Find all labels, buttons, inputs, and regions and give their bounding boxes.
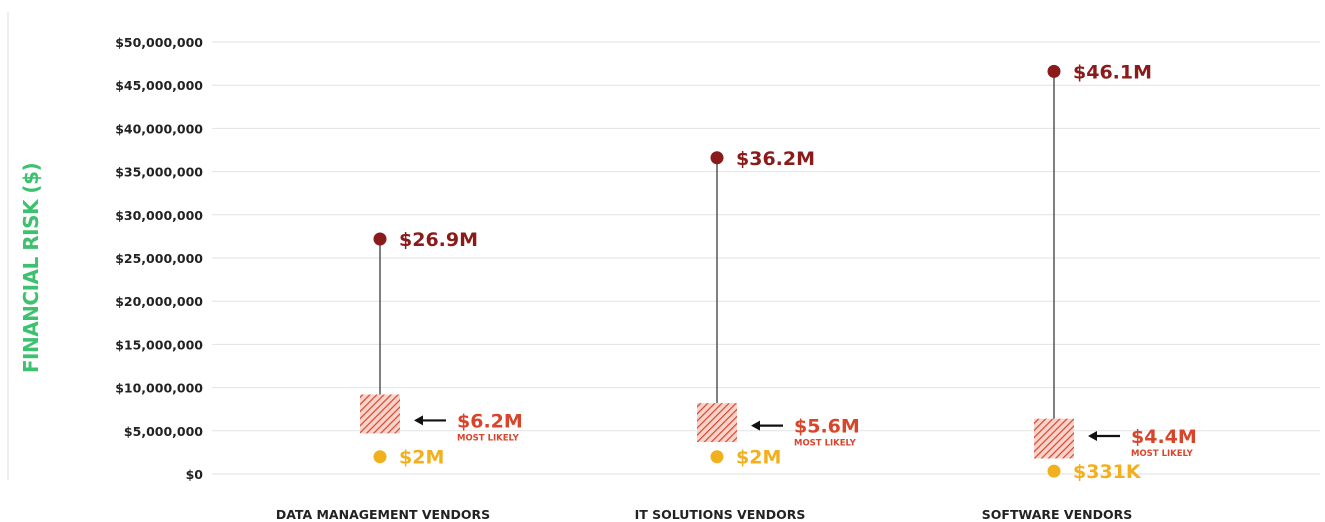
min-value-label: $2M: [399, 447, 444, 469]
most-likely-value-label: $6.2M: [457, 410, 523, 432]
x-category-label: IT SOLUTIONS VENDORS: [635, 507, 806, 522]
y-tick-label: $25,000,000: [115, 251, 203, 266]
most-likely-note: MOST LIKELY: [1131, 449, 1194, 459]
max-value-label: $36.2M: [736, 148, 815, 170]
arrow-head: [1088, 430, 1097, 441]
x-category-labels: DATA MANAGEMENT VENDORS IT SOLUTIONS VEND…: [276, 507, 1132, 522]
arrow-head: [751, 420, 760, 431]
y-tick-label: $0: [186, 467, 204, 482]
min-value-label: $331K: [1073, 461, 1142, 483]
y-axis-label: FINANCIAL RISK ($): [19, 163, 43, 373]
max-value-label: $26.9M: [399, 229, 478, 251]
arrow-head: [414, 415, 423, 426]
min-point: [373, 450, 387, 464]
most-likely-value-label: $4.4M: [1131, 426, 1197, 448]
x-category-label: DATA MANAGEMENT VENDORS: [276, 507, 490, 522]
min-value-label: $2M: [736, 447, 781, 469]
max-point: [1047, 64, 1061, 78]
y-tick-label: $15,000,000: [115, 337, 203, 352]
likely-range-box: [360, 394, 400, 434]
y-tick-label: $45,000,000: [115, 78, 203, 93]
y-tick-label: $35,000,000: [115, 165, 203, 180]
max-value-label: $46.1M: [1073, 61, 1152, 83]
max-point: [373, 232, 387, 246]
most-likely-value-label: $5.6M: [794, 416, 860, 438]
y-tick-label: $30,000,000: [115, 208, 203, 223]
likely-range-box: [1034, 418, 1074, 459]
min-point: [710, 450, 724, 464]
y-tick-labels: $0 $5,000,000 $10,000,000 $15,000,000 $20,00…: [115, 35, 203, 482]
most-likely-note: MOST LIKELY: [457, 433, 520, 443]
x-category-label: SOFTWARE VENDORS: [982, 507, 1132, 522]
likely-range-box: [697, 403, 737, 443]
max-point: [710, 151, 724, 165]
min-point: [1047, 464, 1061, 478]
y-tick-label: $20,000,000: [115, 294, 203, 309]
y-tick-label: $5,000,000: [124, 424, 203, 439]
most-likely-note: MOST LIKELY: [794, 439, 857, 449]
y-tick-label: $50,000,000: [115, 35, 203, 50]
y-tick-label: $10,000,000: [115, 381, 203, 396]
y-tick-label: $40,000,000: [115, 121, 203, 136]
